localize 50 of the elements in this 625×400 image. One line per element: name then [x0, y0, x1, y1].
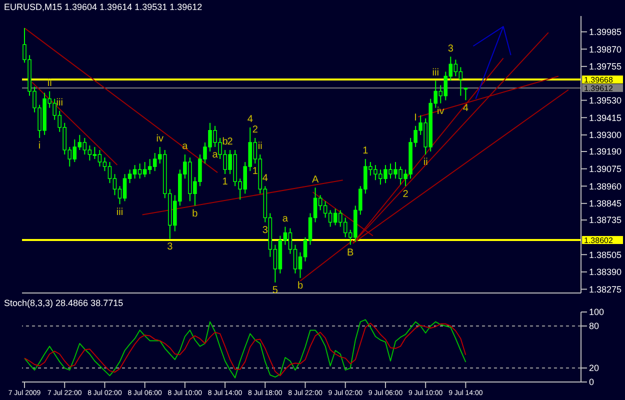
y-tick-label: 1.39075	[589, 164, 622, 174]
annotation: 3	[167, 241, 174, 252]
y-tick-label: 1.39870	[589, 44, 622, 54]
y-tick-label: 1.39300	[589, 130, 622, 140]
y-tick-label: 20	[589, 363, 600, 374]
annotation: B	[347, 247, 354, 258]
chart-title: Stoch(8,3,3) 28.4866 38.7715	[4, 298, 124, 308]
annotation: 1	[362, 146, 369, 157]
annotation: a	[212, 150, 218, 161]
y-tick-label: 100	[589, 307, 604, 318]
y-tick-label: 1.38275	[589, 284, 622, 294]
annotation: 2	[252, 124, 258, 136]
chart-title: EURUSD,M15 1.39604 1.39614 1.39531 1.39612	[4, 2, 202, 12]
y-tick-label: 1.38505	[589, 250, 622, 260]
annotation: 3	[262, 224, 268, 236]
annotation: b	[192, 208, 198, 220]
annotation: b	[297, 280, 304, 292]
y-tick-label: 1.39415	[589, 112, 622, 123]
y-tick-label: 1.38735	[589, 215, 622, 226]
ref-line-label: 1.38602	[584, 236, 614, 246]
annotation: 4	[462, 102, 469, 114]
ref-line-label: 1.39612	[584, 84, 614, 93]
annotation: a	[282, 213, 288, 224]
annotation: A	[312, 174, 319, 186]
y-tick-label: 1.38390	[589, 267, 622, 278]
annotation: i	[38, 140, 41, 152]
y-tick-label: 1.39190	[589, 146, 622, 157]
annotation: b	[222, 136, 228, 148]
annotation: iii	[432, 67, 439, 78]
annotation: 2	[227, 136, 234, 148]
annotation: iv	[156, 134, 164, 145]
y-tick-label: 0	[589, 377, 594, 388]
y-tick-label: 80	[589, 321, 600, 332]
annotation: iii	[116, 206, 124, 218]
y-tick-label: 1.39755	[589, 62, 622, 72]
annotation: 3	[448, 43, 454, 54]
ref-line-label: 1.39668	[584, 76, 614, 85]
annotation: ii	[258, 141, 262, 152]
y-tick-label: 1.38845	[589, 198, 622, 209]
annotation: 4	[262, 172, 268, 184]
annotation: iii	[56, 97, 63, 108]
annotation: 4	[247, 114, 254, 126]
annotation: I	[414, 112, 417, 124]
annotation: 2	[402, 188, 409, 200]
annotation: ii	[47, 78, 52, 89]
y-tick-label: 1.38960	[589, 181, 622, 192]
y-tick-label: 1.39530	[589, 96, 622, 106]
y-tick-label: 1.39985	[589, 27, 622, 37]
annotation: 1	[252, 166, 258, 178]
annotation: 1	[222, 176, 228, 188]
